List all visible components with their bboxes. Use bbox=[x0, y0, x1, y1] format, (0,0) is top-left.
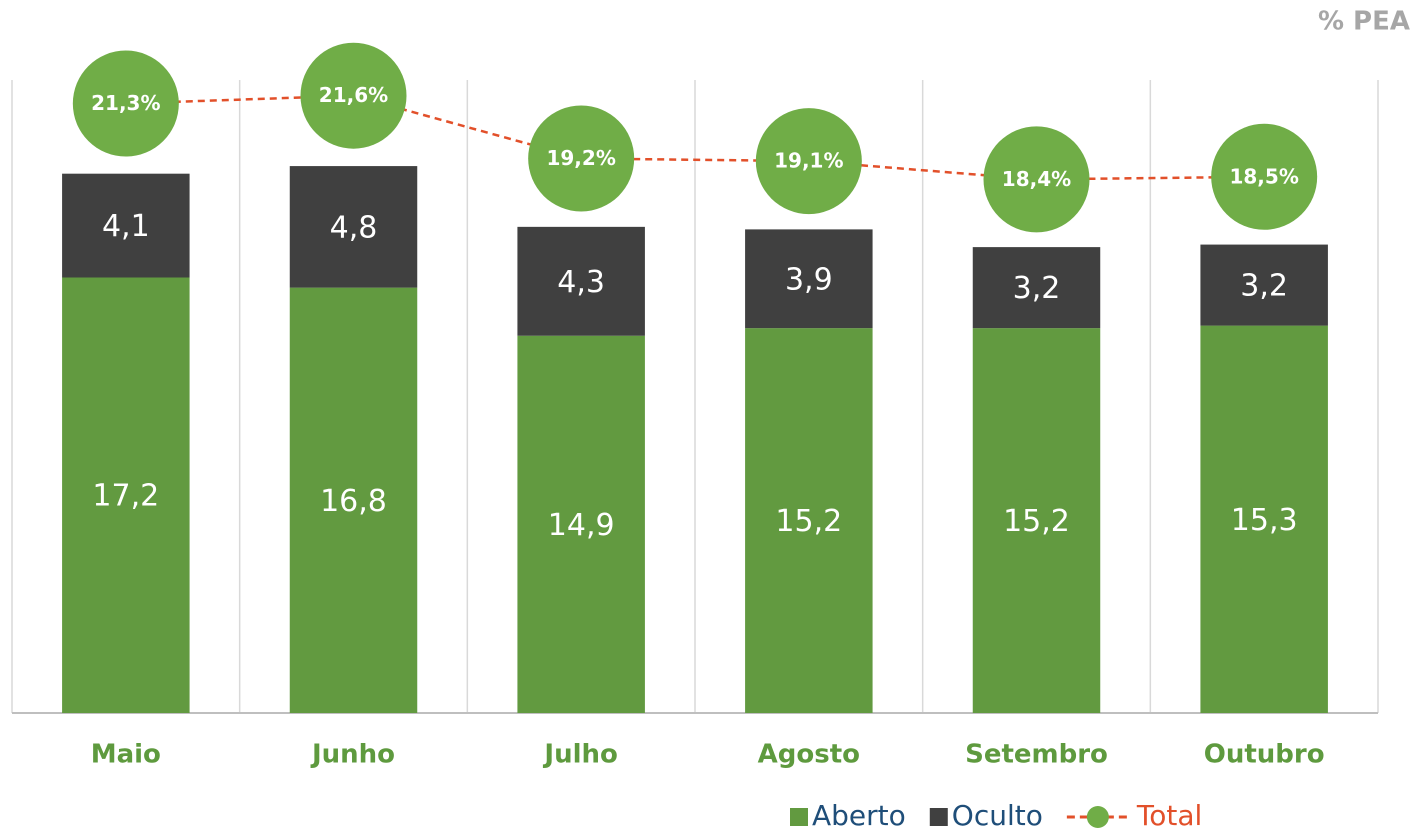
x-tick-label: Setembro bbox=[965, 740, 1108, 770]
data-label: 15,3 bbox=[1231, 503, 1298, 538]
bar-segment bbox=[1200, 244, 1328, 326]
bar-segment bbox=[972, 328, 1101, 713]
data-label: 18,4% bbox=[1002, 167, 1071, 191]
total-marker bbox=[528, 105, 635, 212]
bar-segment bbox=[972, 247, 1101, 329]
bar-segment bbox=[745, 229, 873, 329]
x-tick-label: Agosto bbox=[758, 740, 860, 770]
bar-segment bbox=[289, 287, 418, 713]
bar-segment bbox=[289, 166, 418, 288]
data-label: 19,1% bbox=[774, 149, 843, 173]
x-tick-label: Maio bbox=[91, 740, 161, 770]
data-label: 14,9 bbox=[548, 508, 615, 543]
bar-segment bbox=[62, 173, 190, 278]
data-label: 4,1 bbox=[102, 209, 150, 244]
legend-swatch bbox=[790, 808, 808, 826]
total-marker bbox=[72, 50, 179, 157]
data-label: 3,2 bbox=[1240, 269, 1288, 304]
legend-swatch bbox=[929, 808, 948, 826]
data-label: 15,2 bbox=[1003, 504, 1070, 539]
total-line bbox=[125, 94, 1265, 181]
legend-label: Oculto bbox=[952, 799, 1043, 832]
axis-label: % PEA bbox=[1318, 7, 1410, 37]
total-marker bbox=[755, 108, 862, 215]
bar-segment bbox=[62, 277, 190, 713]
bar-segment bbox=[517, 226, 645, 336]
bar-segment bbox=[517, 335, 645, 713]
bar-segment bbox=[1200, 325, 1328, 713]
data-label: 17,2 bbox=[92, 479, 159, 514]
legend-label: Total bbox=[1136, 799, 1202, 832]
data-label: 3,2 bbox=[1013, 271, 1061, 306]
data-label: 16,8 bbox=[320, 484, 387, 519]
data-label: 21,3% bbox=[91, 91, 160, 115]
bar-segment bbox=[745, 328, 873, 713]
data-label: 19,2% bbox=[546, 146, 615, 170]
data-label: 4,8 bbox=[330, 210, 378, 245]
data-label: 18,5% bbox=[1229, 164, 1298, 188]
x-tick-label: Julho bbox=[542, 740, 617, 770]
data-label: 21,6% bbox=[319, 83, 388, 107]
x-tick-label: Outubro bbox=[1204, 740, 1325, 770]
data-label: 4,3 bbox=[557, 265, 605, 300]
total-marker bbox=[1211, 123, 1318, 230]
legend-label: Aberto bbox=[812, 799, 906, 832]
data-label: 3,9 bbox=[785, 262, 833, 297]
legend-marker bbox=[1086, 806, 1109, 828]
x-tick-label: Junho bbox=[310, 740, 395, 770]
data-label: 15,2 bbox=[775, 504, 842, 539]
total-marker bbox=[983, 126, 1090, 233]
total-marker bbox=[300, 42, 407, 149]
